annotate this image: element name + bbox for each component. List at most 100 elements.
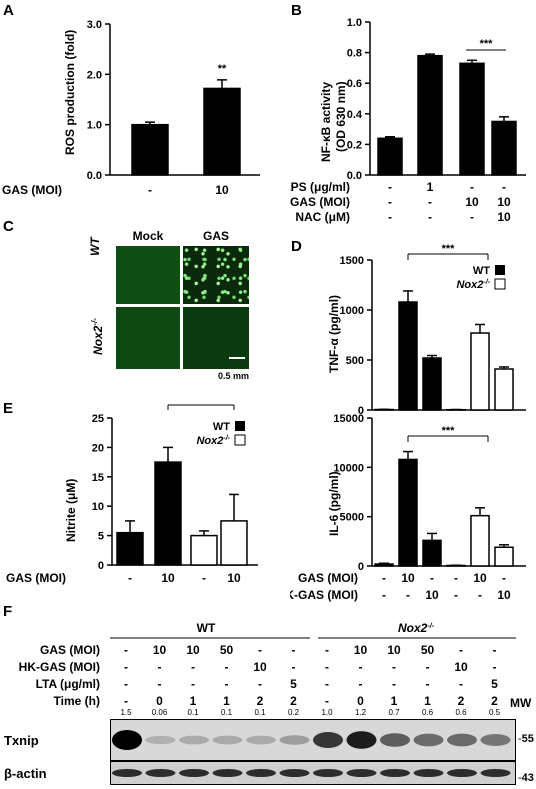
panel-f-row-value: - — [325, 660, 329, 674]
panel-f-row-value: 1 — [223, 694, 230, 708]
panel-f-quant-value: 0.5 — [489, 708, 501, 717]
panel-f-row-value: - — [459, 643, 463, 657]
panel-a-bar — [203, 87, 241, 176]
panel-d-row-value: - — [430, 571, 434, 585]
micrograph-wt-mock — [116, 246, 180, 304]
panel-d-row-value: - — [382, 571, 386, 585]
panel-f-row-value: - — [292, 660, 296, 674]
panel-b-row-value: - — [428, 195, 432, 209]
panel-f-row-value: 10 — [387, 643, 401, 657]
panel-e-bar — [220, 520, 248, 566]
panel-e-ytick: 10 — [92, 501, 104, 513]
panel-b-row-value: - — [388, 210, 392, 224]
panel-e-ytick: 20 — [92, 442, 104, 454]
panel-f-quant-value: 0.6 — [455, 708, 467, 717]
micrograph-wt-gas — [183, 246, 249, 304]
actin-band — [112, 769, 142, 777]
panel-e-bar — [190, 534, 218, 566]
panel-e-ytick: 25 — [92, 413, 104, 425]
txnip-band — [279, 735, 310, 745]
panel-f-row-value: 10 — [454, 660, 468, 674]
panel-e-xrow-value: 10 — [227, 571, 241, 585]
panel-d-row-label: HK-GAS (MOI) — [290, 588, 358, 602]
panel-b-ytick: 1.0 — [347, 17, 362, 29]
panel-a-ytick: 2.0 — [87, 69, 102, 81]
panel-a-ytick: 1.0 — [87, 120, 102, 132]
panel-a-xrow-value: - — [148, 183, 152, 197]
panel-f-row-value: - — [459, 677, 463, 691]
micrograph-nox-gas — [183, 307, 249, 369]
panel-f-row-value: 10 — [186, 643, 200, 657]
panel-f-letter: F — [3, 603, 13, 620]
panel-e-xrow-label: GAS (MOI) — [6, 571, 66, 585]
panel-f-row-value: - — [191, 677, 195, 691]
panel-e-legend-wt: WT — [213, 421, 230, 433]
panel-d-il6-ylabel: IL-6 (pg/ml) — [327, 471, 341, 536]
actin-band — [313, 769, 343, 777]
panel-d-il6-ytick: 15000 — [333, 413, 364, 425]
panel-e-bar — [116, 531, 144, 566]
panel-f-row-value: - — [493, 660, 497, 674]
panel-d-row-value: - — [454, 571, 458, 585]
panel-a-sig: ** — [218, 63, 227, 75]
panel-f-row-value: - — [325, 694, 329, 708]
panel-d-row-label: GAS (MOI) — [298, 571, 358, 585]
panel-b-row-value: - — [470, 210, 474, 224]
panel-d-tnf-sig: *** — [442, 243, 456, 255]
panel-b-bar — [491, 120, 517, 176]
panel-d-tnf-ytick: 0 — [358, 405, 364, 417]
panel-d-il6-bar — [470, 514, 490, 567]
panel-f-quant-value: 0.1 — [254, 708, 266, 717]
panel-d-row-value: - — [502, 571, 506, 585]
panel-d-legend-wt: WT — [473, 265, 490, 277]
panel-d-row-value: 10 — [425, 588, 439, 602]
panel-f-quant-value: 0.1 — [187, 708, 199, 717]
panel-b-row-value: - — [388, 195, 392, 209]
panel-f-row-value: - — [225, 677, 229, 691]
panel-d-tnf-bar — [494, 368, 514, 411]
panel-f-row-value: 5 — [290, 677, 297, 691]
panel-b-row-label: NAC (μM) — [295, 210, 350, 224]
panel-d-row-value: - — [382, 588, 386, 602]
panel-b-chart: NF-κB activity (OD 630 nm) 0.0 0.2 0.4 0.6 0… — [290, 17, 526, 224]
txnip-band — [480, 734, 511, 746]
panel-e-bar — [154, 461, 182, 566]
panel-b-row-value: 10 — [497, 195, 511, 209]
panel-f-row-value: 5 — [491, 677, 498, 691]
blot-actin — [110, 761, 516, 785]
micrograph-nox-mock — [116, 307, 180, 369]
panel-d-il6-bar — [494, 546, 514, 567]
panel-f-row-value: - — [191, 660, 195, 674]
panel-f-row-label: HK-GAS (MOI) — [19, 660, 100, 674]
panel-f-row-value: 2 — [458, 694, 465, 708]
panel-b-letter: B — [291, 2, 302, 19]
panel-d-il6-ytick: 10000 — [333, 462, 364, 474]
panel-d-il6-bar — [422, 539, 442, 567]
panel-d-il6-bar — [398, 458, 418, 567]
panel-f-mw-label: MW — [510, 696, 532, 710]
panel-e-legend-nox: Nox2-/- — [196, 435, 230, 447]
panel-f-row-value: - — [426, 660, 430, 674]
panel-f-row-label: Time (h) — [54, 694, 100, 708]
panel-f-row-label: GAS (MOI) — [40, 643, 100, 657]
panel-f-row-value: - — [225, 660, 229, 674]
panel-d-tnf-ytick: 500 — [346, 355, 364, 367]
panel-b-row-value: - — [502, 180, 506, 194]
panel-f-group-nox: Nox2-/- — [398, 621, 435, 635]
panel-f-row-value: 1 — [391, 694, 398, 708]
panel-f-quant-value: 1.5 — [120, 708, 132, 717]
panel-f-quant-value: 0.6 — [422, 708, 434, 717]
panel-b-ylabel-2: (OD 630 nm) — [334, 81, 348, 152]
panel-b-bar — [459, 62, 485, 176]
actin-band — [279, 769, 310, 777]
panel-f-row-value: - — [124, 643, 128, 657]
panel-d-row-value: 10 — [401, 571, 415, 585]
panel-f-row-value: 50 — [220, 643, 234, 657]
panel-d-chart: TNF-α (pg/ml) 0 500 1000 1500 *** WT Nox2-/… — [290, 243, 526, 602]
panel-f-row-value: 1 — [424, 694, 431, 708]
blot-actin-label: β-actin — [4, 766, 47, 781]
panel-a-ytick: 0.0 — [87, 170, 102, 182]
panel-d-il6-ytick: 5000 — [340, 512, 364, 524]
panel-f-row-value: 10 — [354, 643, 368, 657]
panel-f-row-value: - — [325, 677, 329, 691]
